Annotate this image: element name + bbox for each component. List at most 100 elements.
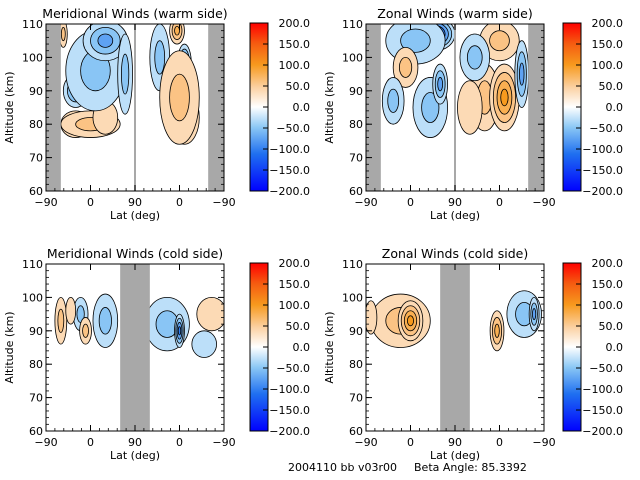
colorbar-tick-label: 50.0 — [599, 80, 624, 93]
contour-area — [54, 264, 224, 431]
y-tick-label: 90 — [29, 325, 43, 338]
colorbar-tick-label: −200.0 — [582, 425, 623, 438]
x-tick-label: 0 — [496, 196, 503, 209]
contour-level — [400, 28, 431, 53]
x-tick-label: −90 — [354, 196, 377, 209]
y-tick-label: 80 — [349, 118, 363, 131]
colorbar-tick-label: 100.0 — [592, 299, 624, 312]
x-tick-label: −90 — [212, 436, 235, 449]
panel-4: Zonal Winds (cold side) −90 0 90 0 −90 Lat (de… — [323, 246, 623, 462]
panel-1: Meridional Winds (warm side) −90 0 90 0 −90 La… — [3, 6, 310, 222]
y-tick-label: 100 — [342, 51, 363, 64]
colorbar-tick-label: −200.0 — [269, 185, 310, 198]
colorbar-tick-label: −150.0 — [582, 164, 623, 177]
x-axis-label: Lat (deg) — [110, 209, 160, 222]
y-tick-label: 70 — [29, 392, 43, 405]
colorbar-tick-label: 150.0 — [592, 38, 624, 51]
no-data-band — [366, 24, 381, 191]
contour-level — [191, 330, 217, 358]
contour-level — [97, 33, 114, 48]
contour-level — [421, 92, 440, 123]
contour-level — [437, 77, 444, 92]
x-tick-label: 90 — [448, 436, 462, 449]
x-tick-label: 0 — [407, 436, 414, 449]
y-tick-label: 70 — [349, 392, 363, 405]
colorbar-tick-label: 0.0 — [606, 341, 624, 354]
x-tick-label: 0 — [176, 196, 183, 209]
colorbar-tick-label: −100.0 — [582, 143, 623, 156]
contour-level — [457, 80, 483, 135]
colorbar: 200.0 150.0 100.0 50.0 0.0 −50.0 −100.0 −150.0 −… — [249, 257, 311, 438]
no-data-band — [440, 264, 470, 431]
x-axis-label: Lat (deg) — [430, 209, 480, 222]
contour-level — [398, 56, 413, 78]
contour-level — [466, 45, 483, 70]
contour-level — [82, 323, 89, 338]
x-tick-label: 90 — [128, 196, 142, 209]
y-axis-label: Altitude (km) — [3, 311, 16, 383]
contour-level — [169, 73, 190, 122]
panel-title: Zonal Winds (cold side) — [382, 246, 528, 261]
y-tick-label: 110 — [342, 258, 363, 271]
contour-level — [196, 297, 224, 332]
x-tick-label: −90 — [212, 196, 235, 209]
colorbar-tick-label: −100.0 — [582, 383, 623, 396]
contour-level — [121, 53, 130, 95]
x-tick-label: 0 — [407, 196, 414, 209]
colorbar-tick-label: 150.0 — [279, 278, 311, 291]
y-tick-label: 60 — [29, 425, 43, 438]
contour-level — [60, 26, 66, 42]
colorbar-tick-label: −50.0 — [589, 362, 623, 375]
contour-level — [387, 88, 400, 113]
panel-3: Meridional Winds (cold side) −90 0 90 0 −90 La… — [3, 246, 310, 462]
colorbar: 200.0 150.0 100.0 50.0 0.0 −50.0 −100.0 −150.0 −… — [562, 257, 624, 438]
colorbar-tick-label: −150.0 — [269, 404, 310, 417]
y-tick-label: 80 — [349, 358, 363, 371]
contour-level — [500, 88, 509, 107]
x-tick-label: −90 — [34, 436, 57, 449]
colorbar-tick-label: 150.0 — [592, 278, 624, 291]
x-axis-label: Lat (deg) — [110, 449, 160, 462]
no-data-band — [134, 24, 136, 191]
x-tick-label: −90 — [354, 436, 377, 449]
colorbar-tick-label: 50.0 — [286, 80, 311, 93]
colorbar-tick-label: 50.0 — [599, 320, 624, 333]
no-data-band — [454, 24, 456, 191]
colorbar-tick-label: 200.0 — [279, 17, 311, 30]
y-tick-label: 100 — [22, 51, 43, 64]
x-tick-label: 0 — [87, 196, 94, 209]
contour-area — [366, 264, 542, 431]
y-tick-label: 60 — [29, 185, 43, 198]
colorbar-tick-label: 200.0 — [592, 17, 624, 30]
no-data-band — [120, 264, 150, 431]
colorbar-tick-label: 150.0 — [279, 38, 311, 51]
colorbar-tick-label: 200.0 — [592, 257, 624, 270]
x-tick-label: 90 — [128, 436, 142, 449]
colorbar-tick-label: 100.0 — [279, 299, 311, 312]
colorbar-tick-label: −150.0 — [269, 164, 310, 177]
colorbar-tick-label: 0.0 — [293, 101, 311, 114]
contour-area — [46, 24, 224, 191]
colorbar-tick-label: 100.0 — [279, 59, 311, 72]
x-tick-label: −90 — [34, 196, 57, 209]
y-tick-label: 90 — [349, 85, 363, 98]
x-tick-label: 90 — [448, 196, 462, 209]
colorbar-tick-label: 200.0 — [279, 257, 311, 270]
x-tick-label: 0 — [496, 436, 503, 449]
no-data-band — [208, 24, 224, 191]
x-tick-label: 0 — [176, 436, 183, 449]
colorbar-tick-label: −50.0 — [589, 122, 623, 135]
contour-area — [366, 24, 544, 191]
colorbar-tick-label: −200.0 — [269, 425, 310, 438]
contour-level — [174, 25, 180, 36]
y-tick-label: 70 — [29, 152, 43, 165]
footer-beta-angle: Beta Angle: 85.3392 — [414, 461, 527, 474]
y-tick-label: 60 — [349, 185, 363, 198]
colorbar-tick-label: −150.0 — [582, 404, 623, 417]
contour-level — [154, 40, 166, 75]
colorbar-tick-label: −200.0 — [582, 185, 623, 198]
contour-level — [366, 300, 378, 335]
contour-level — [519, 62, 525, 86]
panel-title: Meridional Winds (cold side) — [47, 246, 223, 261]
